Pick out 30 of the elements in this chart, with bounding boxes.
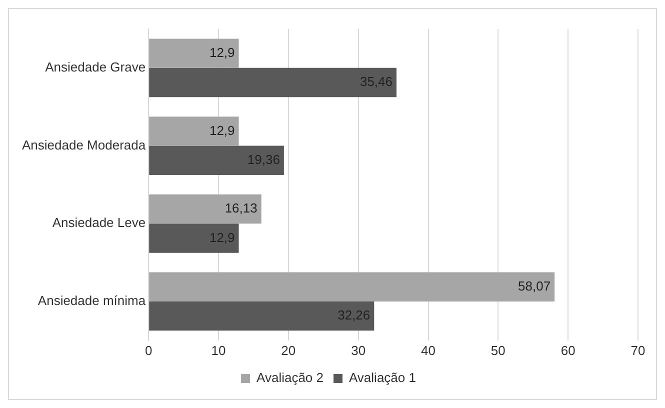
data-label: 12,9 — [209, 44, 235, 60]
x-tick-label: 50 — [490, 342, 506, 358]
data-label: 35,46 — [360, 74, 393, 90]
bar — [149, 301, 374, 331]
bar — [149, 194, 262, 224]
data-label: 32,26 — [338, 308, 370, 323]
data-label: 12,9 — [209, 230, 235, 245]
legend-label: Avaliação 1 — [349, 370, 416, 386]
legend-label: Avaliação 2 — [256, 370, 324, 386]
y-tick-label: Ansiedade Moderada — [22, 137, 146, 152]
x-tick-label: 70 — [630, 342, 646, 358]
data-label: 16,13 — [224, 200, 258, 216]
data-label: 19,36 — [247, 152, 280, 167]
bar — [149, 272, 555, 302]
x-tick-label: 40 — [421, 342, 436, 358]
bar — [149, 224, 239, 253]
bar — [149, 68, 397, 98]
x-tick-label: 20 — [281, 342, 296, 358]
bar — [149, 116, 239, 146]
x-tick-label: 60 — [560, 342, 576, 358]
x-tick-label: 0 — [144, 342, 152, 358]
y-tick-label: Ansiedade mínima — [38, 293, 146, 308]
bar — [149, 146, 284, 175]
x-tick-label: 10 — [211, 342, 226, 358]
x-tick-label: 30 — [351, 342, 366, 358]
y-tick-label: Ansiedade Grave — [45, 60, 146, 75]
bar — [149, 38, 239, 68]
data-label: 58,07 — [518, 278, 551, 294]
y-tick-label: Ansiedade Leve — [52, 215, 146, 230]
data-label: 12,9 — [209, 122, 235, 138]
